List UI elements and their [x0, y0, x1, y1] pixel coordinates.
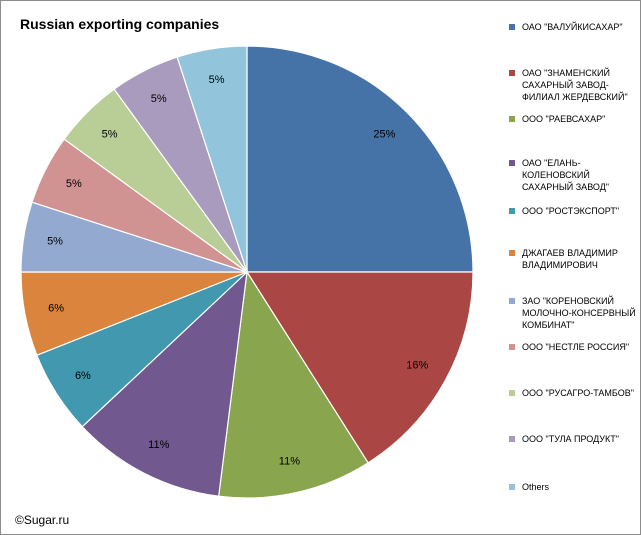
slice-label-10: 5%	[151, 93, 167, 105]
legend-swatch	[509, 484, 515, 490]
slice-label-8: 5%	[66, 178, 82, 190]
legend-swatch	[509, 70, 515, 76]
slice-label-5: 6%	[75, 370, 91, 382]
legend-label: Others	[522, 482, 550, 492]
legend-label: ООО "РАЕВСАХАР"	[522, 114, 606, 124]
pie-slice-2	[245, 271, 474, 464]
legend-swatch	[509, 390, 515, 396]
slice-label-11: 5%	[209, 74, 225, 86]
legend-label: ООО "РУСАГРО-ТАМБОВ"	[522, 388, 634, 398]
slice-label-2: 16%	[406, 360, 428, 372]
legend-swatch	[509, 24, 515, 30]
slice-label-3: 11%	[279, 456, 300, 468]
legend-swatch	[509, 344, 515, 350]
legend-swatch	[509, 116, 515, 122]
legend-label: ООО "РОСТЭКСПОРТ"	[522, 206, 620, 216]
slice-label-9: 5%	[102, 129, 118, 141]
copyright-text: ©Sugar.ru	[15, 513, 70, 527]
legend-label: ОАО "ЕЛАНЬ-КОЛЕНОВСКИЙ САХАРНЫЙ ЗАВОД"	[522, 158, 609, 192]
slice-label-1: 25%	[373, 129, 395, 141]
chart-title: Russian exporting companies	[20, 16, 220, 32]
legend-label: ОАО "ЗНАМЕНСКИЙ САХАРНЫЙ ЗАВОД-ФИЛИАЛ ЖЕ…	[522, 68, 628, 102]
pie-chart: 25% 16% 11% 11% 6% 6% 5% 5% 5% 5% 5%	[20, 45, 474, 499]
legend-swatch	[509, 160, 515, 166]
legend-label: ДЖАГАЕВ ВЛАДИМИР ВЛАДИМИРОВИЧ	[522, 248, 618, 270]
legend-label: ООО "НЕСТЛЕ РОССИЯ"	[522, 342, 630, 352]
legend-swatch	[509, 250, 515, 256]
slice-label-4: 11%	[148, 439, 169, 451]
legend-label: ОАО "ВАЛУЙКИСАХАР"	[522, 22, 623, 32]
pie-slice-1	[246, 45, 474, 273]
legend-label: ООО "ТУЛА ПРОДУКТ"	[522, 434, 619, 444]
legend-swatch	[509, 208, 515, 214]
pie-slice-3	[217, 270, 369, 499]
legend-label: ЗАО "КОРЕНОВСКИЙ МОЛОЧНО-КОНСЕРВНЫЙ КОМБ…	[522, 296, 636, 330]
pie-slice-11	[176, 45, 248, 273]
legend-swatch	[509, 436, 515, 442]
slice-label-6: 6%	[48, 302, 64, 314]
pie-slice-4	[81, 270, 248, 497]
legend-swatch	[509, 298, 515, 304]
slice-label-7: 5%	[47, 236, 63, 248]
